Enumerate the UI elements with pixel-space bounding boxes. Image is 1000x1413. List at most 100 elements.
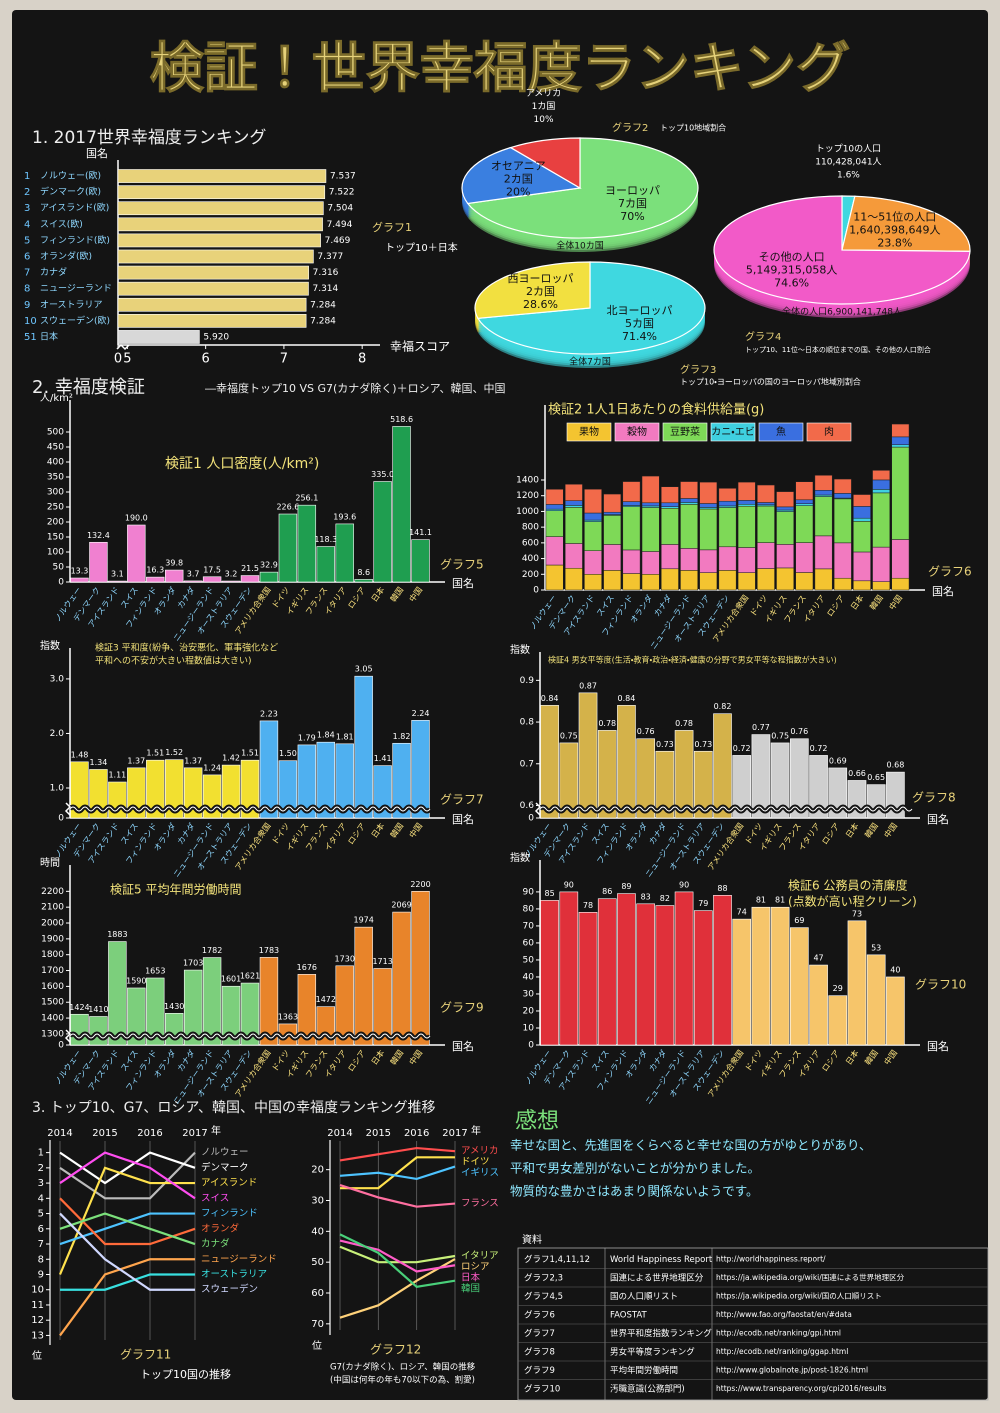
bar <box>713 713 732 819</box>
value-label: 13.3 <box>71 567 89 576</box>
category-label: オーストラリア <box>40 299 103 310</box>
chart-title: トップ10・ヨーロッパの国のヨーロッパ地域別割合 <box>680 377 861 387</box>
bar <box>636 738 655 819</box>
bar-segment <box>872 546 891 582</box>
value-label: 3.05 <box>355 665 373 674</box>
bar-segment <box>699 503 718 508</box>
bar <box>411 720 430 819</box>
value-label: 78 <box>583 901 593 910</box>
bar-segment <box>699 508 718 551</box>
bar <box>221 764 241 819</box>
series-line <box>339 1146 456 1162</box>
value-label: 132.4 <box>87 531 110 540</box>
y-axis-label: 国名 <box>86 146 108 160</box>
rank-label: 4 <box>24 219 30 230</box>
bar <box>117 314 307 328</box>
value-label: 0.73 <box>694 740 712 749</box>
value-label: 0.69 <box>829 756 847 765</box>
axis-break <box>116 343 130 351</box>
y-tick-label: 0.8 <box>520 718 535 728</box>
y-tick-label: 1500 <box>41 998 64 1008</box>
category-label: アイスランド(欧) <box>40 202 109 214</box>
bar-segment <box>718 570 737 591</box>
x-tick-label: 2014 <box>47 1128 72 1139</box>
pie-slice <box>841 195 971 252</box>
rank-label: 6 <box>24 252 30 263</box>
chart-note: G7(カナダ除く)、ロシア、韓国の推移 <box>330 1362 476 1373</box>
slice-label: 2カ国 <box>526 285 555 298</box>
bar <box>713 895 732 1046</box>
value-label: 1.34 <box>90 758 108 767</box>
slice-label: 1.6% <box>837 171 860 181</box>
bar-segment <box>776 511 795 545</box>
y-tick-label: 12 <box>31 1315 44 1326</box>
series-label: アイスランド <box>201 1178 257 1189</box>
bar-segment <box>833 542 852 579</box>
x-tick-label: 7 <box>280 352 288 367</box>
bar <box>89 1016 108 1046</box>
bar <box>354 579 373 583</box>
series-line <box>339 1258 456 1319</box>
slice-label: 11～51位の人口 <box>853 210 936 223</box>
value-label: 2069 <box>391 901 411 910</box>
value-label: 74 <box>737 908 747 917</box>
bar-segment <box>641 475 660 504</box>
value-label: 1713 <box>372 957 392 966</box>
value-label: 79 <box>698 899 708 908</box>
x-axis-label: 国名 <box>927 1039 949 1053</box>
bar-segment <box>564 567 583 591</box>
y-tick-label: 1400 <box>41 1014 64 1024</box>
chart-note: (中国は何年の年も70以下の為、割愛) <box>330 1375 475 1386</box>
bar-segment <box>660 502 679 507</box>
bar <box>146 759 165 819</box>
slice-label: 23.8% <box>877 236 912 249</box>
bar <box>127 524 146 583</box>
y-tick-label: 0 <box>528 814 534 824</box>
slice-label: アメリカ <box>526 88 562 99</box>
series-label: カナダ <box>201 1238 230 1250</box>
sources-cell: http://ecodb.net/ranking/ggap.html <box>716 1347 848 1356</box>
chart-label: グラフ8 <box>912 791 956 805</box>
bar-segment <box>737 481 756 501</box>
chart-label: グラフ5 <box>440 558 484 572</box>
x-tick-label: 2016 <box>137 1128 162 1139</box>
slice-label: 74.6% <box>774 277 809 290</box>
bar <box>221 985 241 1046</box>
value-label: 69 <box>794 916 804 925</box>
value-label: 1883 <box>107 930 127 939</box>
value-label: 2.23 <box>260 709 278 718</box>
chart-title: 検証3 平和度(紛争、治安悪化、軍事強化など <box>95 642 278 654</box>
x-tick-label: 2017 <box>442 1128 467 1139</box>
bar-segment <box>853 551 871 582</box>
series-line <box>59 1258 195 1337</box>
bar-segment <box>853 521 871 553</box>
bar-segment <box>757 568 775 591</box>
y-tick-label: 6 <box>38 1224 44 1235</box>
chart-label: グラフ12 <box>370 1343 421 1357</box>
y-tick-label: 11 <box>31 1300 44 1311</box>
bar-segment <box>891 577 910 591</box>
value-label: 1.50 <box>279 749 297 758</box>
sources-cell: 男女平等度ランキング <box>610 1346 695 1357</box>
y-tick-label: 50 <box>53 563 65 573</box>
series-line <box>60 1273 195 1291</box>
x-tick-label: 2015 <box>366 1128 391 1139</box>
slice-label: 1カ国 <box>532 101 556 112</box>
x-axis-label: 年 <box>471 1124 481 1137</box>
pie-slice <box>476 261 706 355</box>
value-label: 17.5 <box>203 565 221 574</box>
bar <box>392 742 411 819</box>
bar <box>108 941 127 1046</box>
bar-segment <box>776 544 795 569</box>
chart-label: グラフ6 <box>928 565 972 579</box>
sources-cell: グラフ10 <box>524 1383 560 1394</box>
bar <box>655 750 675 819</box>
slice-label: トップ10の人口 <box>816 144 881 155</box>
rank-label: 51 <box>24 332 37 343</box>
pie-total: 全体10カ国 <box>556 240 603 252</box>
value-label: 1.11 <box>108 771 126 780</box>
value-label: 1.37 <box>127 756 145 765</box>
series-label: 韓国 <box>461 1283 480 1295</box>
bar <box>335 743 354 819</box>
bar <box>540 705 559 819</box>
